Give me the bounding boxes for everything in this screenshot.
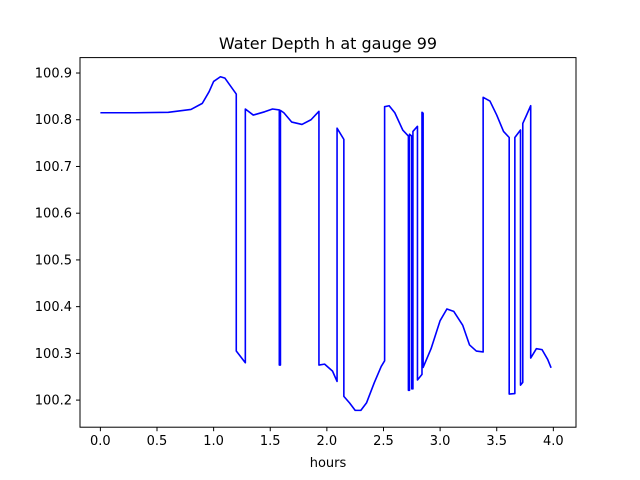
x-tick-label: 2.5	[373, 434, 394, 449]
x-tick-label: 2.0	[317, 434, 338, 449]
x-tick-label: 1.0	[203, 434, 224, 449]
x-tick-label: 3.0	[430, 434, 451, 449]
x-tick-label: 3.5	[486, 434, 507, 449]
y-tick-label: 100.3	[35, 347, 72, 362]
series-layer	[100, 75, 552, 412]
y-tick-label: 100.4	[35, 300, 72, 315]
y-tick-label: 100.9	[35, 67, 72, 82]
y-tick-label: 100.7	[35, 160, 72, 175]
y-tick-label: 100.2	[35, 394, 72, 409]
y-tick-label: 100.5	[35, 253, 72, 268]
chart-title: Water Depth h at gauge 99	[219, 34, 437, 53]
x-axis-label: hours	[310, 456, 347, 471]
y-tick-label: 100.8	[35, 113, 72, 128]
x-tick-label: 0.0	[90, 434, 111, 449]
x-tick-label: 0.5	[147, 434, 168, 449]
x-tick-label: 4.0	[543, 434, 564, 449]
series-line-0	[100, 75, 552, 412]
plot-area	[80, 57, 576, 428]
y-axis: 100.2 100.3 100.4 100.5 100.6 100.7 100.8 100.9	[35, 67, 80, 409]
plot-frame	[79, 57, 577, 428]
axis-layer	[79, 57, 577, 428]
y-tick-label: 100.6	[35, 207, 72, 222]
x-tick-label: 1.5	[260, 434, 281, 449]
x-axis: 0.0 0.5 1.0 1.5 2.0 2.5 3.0 3.5 4.0	[90, 427, 564, 449]
